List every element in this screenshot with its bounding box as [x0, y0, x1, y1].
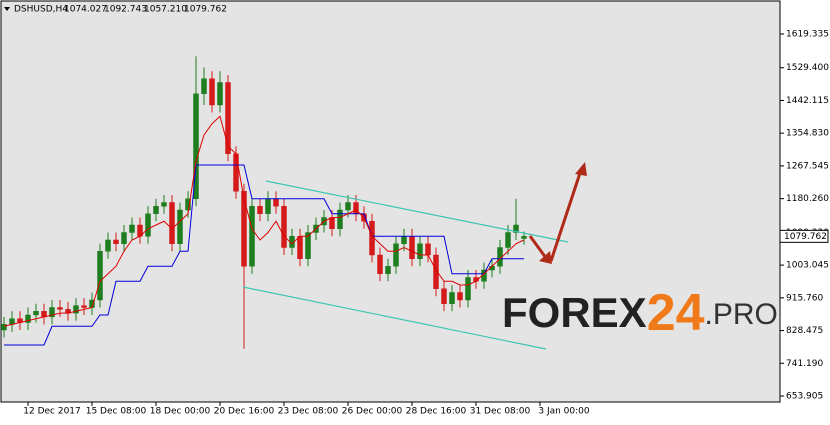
indicator-line [3, 115, 525, 327]
y-tick-label: 741.190 [786, 359, 823, 369]
channel-lower [242, 286, 547, 350]
candle-body [161, 202, 167, 207]
candle-body [233, 153, 239, 192]
watermark-number: 24 [647, 284, 705, 342]
candle-body [521, 236, 527, 239]
candle-body [401, 236, 407, 244]
candle-body [217, 82, 223, 106]
candle-body [457, 292, 463, 301]
candle-body [33, 311, 39, 316]
candle-body [177, 209, 183, 244]
y-tick-label: 915.760 [786, 293, 823, 303]
candle-body [57, 307, 63, 310]
candle-body [417, 243, 423, 259]
candle-body [105, 239, 111, 252]
header: DSHUSD,H4 1074.027 1092.743 1057.210 107… [4, 5, 227, 15]
candle-body [305, 232, 311, 259]
candle-body [1, 324, 7, 331]
candle-body [113, 239, 119, 244]
arrow-head [575, 162, 587, 176]
y-tick-label: 1619.335 [786, 29, 829, 39]
candle-body [25, 314, 31, 323]
y-tick-label: 1267.545 [786, 161, 829, 171]
low-label: 1057.210 [144, 5, 187, 15]
candle-body [513, 224, 519, 233]
y-tick-label: 653.905 [786, 392, 823, 402]
candle-body [337, 209, 343, 229]
y-tick-label: 1442.115 [786, 96, 829, 106]
candle-body [297, 236, 303, 259]
candle-body [201, 78, 207, 94]
candle-body [505, 232, 511, 248]
x-tick-label: 20 Dec 16:00 [214, 407, 275, 417]
x-tick-label: 31 Dec 08:00 [470, 407, 531, 417]
x-tick-label: 15 Dec 08:00 [86, 407, 147, 417]
candle-body [425, 243, 431, 256]
channel-upper [265, 180, 569, 243]
arrow-down [528, 235, 548, 259]
candle-body [81, 305, 87, 308]
indicator-line [4, 164, 524, 346]
candle-body [73, 305, 79, 314]
candle-body [265, 198, 271, 214]
arrow-up [549, 169, 583, 262]
candle-body [185, 198, 191, 211]
arrow-head [539, 251, 552, 264]
y-tick-label: 1003.045 [786, 261, 829, 271]
candle-body [385, 266, 391, 274]
x-tick-label: 18 Dec 00:00 [150, 407, 211, 417]
header-icon [4, 7, 10, 11]
candle-body [193, 93, 199, 199]
watermark-suffix: .PRO [705, 298, 778, 331]
plot-area [0, 0, 781, 403]
y-tick-label: 1180.260 [786, 194, 829, 204]
y-tick-label: 1529.400 [786, 63, 829, 73]
y-tick-label: 828.475 [786, 326, 823, 336]
candle-body [249, 206, 255, 267]
candle-body [449, 292, 455, 304]
marks [1, 56, 527, 349]
candle-body [329, 217, 335, 229]
candle-body [273, 198, 279, 207]
candle-body [393, 243, 399, 267]
candle-body [209, 78, 215, 106]
candle-body [281, 206, 287, 248]
x-tick-label: 3 Jan 00:00 [538, 407, 590, 417]
candle-body [257, 206, 263, 214]
candle-body [153, 206, 159, 214]
candle-body [345, 202, 351, 211]
candle-body [145, 213, 151, 237]
candle-body [377, 254, 383, 274]
candle-body [225, 82, 231, 154]
x-tick-label: 23 Dec 08:00 [278, 407, 339, 417]
price-tag [779, 229, 829, 243]
candle-body [241, 191, 247, 267]
candle-body [433, 254, 439, 289]
candle-body [409, 236, 415, 259]
price-tag-label: 1079.762 [784, 232, 827, 242]
x-tick-label: 26 Dec 00:00 [342, 407, 403, 417]
high-label: 1092.743 [104, 5, 147, 15]
candle-body [121, 232, 127, 244]
candle-body [97, 251, 103, 301]
close-label: 1079.762 [184, 5, 227, 15]
candle-body [465, 277, 471, 301]
candle-body [49, 307, 55, 318]
candle-body [129, 224, 135, 233]
candle-body [441, 288, 447, 304]
open-label: 1074.027 [64, 5, 107, 15]
watermark: FOREX24.PRO [502, 284, 778, 342]
candle-body [169, 202, 175, 244]
x-tick-label: 28 Dec 16:00 [406, 407, 467, 417]
y-tick-label: 1354.830 [786, 129, 829, 139]
x-tick-label: 12 Dec 2017 [23, 407, 81, 417]
symbol: DSHUSD,H4 [14, 5, 68, 15]
watermark-brand: FOREX [502, 289, 647, 336]
